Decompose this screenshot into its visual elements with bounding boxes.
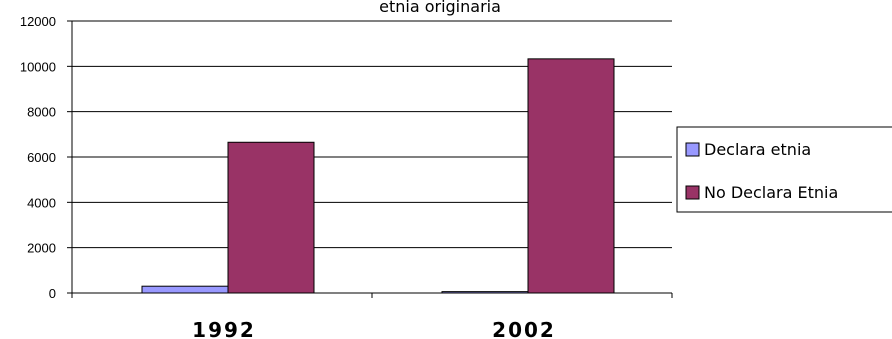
- y-tick-label: 4000: [27, 195, 56, 210]
- bars: [141, 58, 615, 294]
- bar-declara-etnia-1992: [141, 285, 229, 294]
- bar-no-declara-etnia-2002: [527, 58, 615, 294]
- legend: Declara etnia No Declara Etnia: [676, 126, 892, 213]
- y-tick-label: 0: [49, 286, 56, 301]
- bar-no-declara-etnia-1992: [227, 141, 315, 294]
- chart-title: etnia originaria: [379, 0, 501, 16]
- y-tick-label: 2000: [27, 241, 56, 256]
- y-axis-ticks: 0 2000 4000 6000 8000 10000 12000: [20, 14, 72, 301]
- legend-box: [676, 126, 892, 213]
- y-tick-label: 8000: [27, 105, 56, 120]
- legend-label-no-declara: No Declara Etnia: [704, 183, 838, 202]
- y-tick-label: 6000: [27, 150, 56, 165]
- y-tick-label: 12000: [20, 14, 56, 29]
- x-axis-ticks: 1992 2002: [71, 293, 673, 339]
- x-tick-label: 2002: [492, 318, 556, 339]
- y-tick-label: 10000: [20, 59, 56, 74]
- legend-swatch-no-declara: [685, 185, 700, 200]
- legend-label-declara: Declara etnia: [704, 140, 811, 159]
- legend-swatch-declara: [685, 142, 700, 157]
- x-tick-label: 1992: [192, 318, 256, 339]
